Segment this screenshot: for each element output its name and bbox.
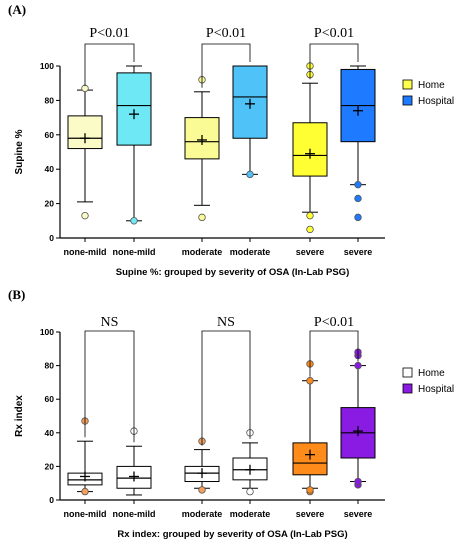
box-hospital-moderate xyxy=(232,65,268,179)
legend-swatch xyxy=(402,383,413,394)
significance-label: NS xyxy=(101,315,119,330)
legend-label: Hospital xyxy=(418,384,454,395)
box-hospital-none-mild xyxy=(116,65,152,225)
outlier-point xyxy=(198,213,206,222)
y-tick-label: 100 xyxy=(40,327,54,337)
legend-label: Home xyxy=(418,80,445,91)
y-tick-label: 60 xyxy=(45,130,55,140)
x-tick-label: severe xyxy=(296,509,325,519)
outlier-point xyxy=(81,211,89,220)
box-hospital-severe xyxy=(340,65,376,222)
significance-label: P<0.01 xyxy=(206,26,246,41)
outlier-point xyxy=(354,213,362,222)
outlier-point xyxy=(354,477,362,486)
y-tick-label: 60 xyxy=(45,394,55,404)
outlier-point xyxy=(130,217,138,225)
box-home-moderate xyxy=(184,76,220,222)
box-home-none-mild xyxy=(67,84,103,220)
outlier-point xyxy=(354,361,362,370)
legend-swatch xyxy=(402,95,413,106)
legend-swatch xyxy=(402,367,413,378)
x-tick-label: moderate xyxy=(182,247,223,257)
outlier-point xyxy=(246,487,254,496)
significance-bracket xyxy=(201,330,251,446)
y-tick-label: 0 xyxy=(49,495,54,505)
y-tick-label: 20 xyxy=(45,461,55,471)
x-tick-label: severe xyxy=(344,247,373,257)
x-tick-label: severe xyxy=(344,509,373,519)
legend-label: Hospital xyxy=(418,96,454,107)
legend-label: Home xyxy=(418,368,445,379)
y-axis-label: Supine % xyxy=(14,129,25,174)
box-home-none-mild xyxy=(67,417,103,496)
box-hospital-moderate xyxy=(232,429,268,496)
outlier-point xyxy=(306,211,314,220)
chart-panel-1: (A) 0 20 40 60 80 100 Supine % none-mild none-mil… xyxy=(8,2,454,278)
outlier-point xyxy=(198,486,206,494)
panel-label: (B) xyxy=(8,287,25,302)
y-tick-label: 80 xyxy=(45,361,55,371)
y-tick-label: 40 xyxy=(45,428,55,438)
outlier-point xyxy=(306,377,314,385)
legend-swatch xyxy=(402,79,413,90)
box-home-moderate xyxy=(184,437,220,494)
y-tick-label: 20 xyxy=(45,199,55,209)
box-hospital-severe xyxy=(340,348,376,489)
significance-label: P<0.01 xyxy=(89,26,129,41)
x-axis-title: Rx index: grouped by severity of OSA (In… xyxy=(117,529,347,540)
y-tick-label: 0 xyxy=(49,233,54,243)
significance-label: P<0.01 xyxy=(314,315,354,330)
outlier-point xyxy=(306,486,314,494)
outlier-point xyxy=(306,225,314,234)
box-iqr xyxy=(116,72,152,146)
box-hospital-none-mild xyxy=(116,427,152,496)
x-tick-label: moderate xyxy=(230,247,271,257)
outlier-point xyxy=(81,487,89,496)
box-iqr xyxy=(67,115,103,150)
x-axis-title: Supine %: grouped by severity of OSA (In… xyxy=(116,267,349,278)
x-tick-label: severe xyxy=(296,247,325,257)
significance-bracket xyxy=(309,330,359,377)
outlier-point xyxy=(246,170,254,179)
box-home-severe xyxy=(292,360,328,496)
significance-label: NS xyxy=(217,315,235,330)
y-axis-label: Rx index xyxy=(14,395,25,437)
box-home-severe xyxy=(292,62,328,234)
outlier-point xyxy=(354,194,362,203)
chart-panel-2: (B) 0 20 40 60 80 100 Rx index none-mild none-mil… xyxy=(8,287,454,540)
outlier-point xyxy=(354,180,362,189)
significance-bracket xyxy=(201,43,251,88)
significance-bracket xyxy=(309,43,359,80)
x-tick-label: none-mild xyxy=(113,509,156,519)
significance-bracket xyxy=(84,43,135,87)
x-tick-label: none-mild xyxy=(64,509,107,519)
panel-label: (A) xyxy=(8,2,26,17)
x-tick-label: none-mild xyxy=(113,247,156,257)
significance-label: P<0.01 xyxy=(314,26,354,41)
significance-bracket xyxy=(84,330,135,443)
x-tick-label: moderate xyxy=(230,509,271,519)
y-tick-label: 100 xyxy=(40,61,54,71)
y-tick-label: 40 xyxy=(45,164,55,174)
x-tick-label: moderate xyxy=(182,509,223,519)
x-tick-label: none-mild xyxy=(64,247,107,257)
y-tick-label: 80 xyxy=(45,95,55,105)
